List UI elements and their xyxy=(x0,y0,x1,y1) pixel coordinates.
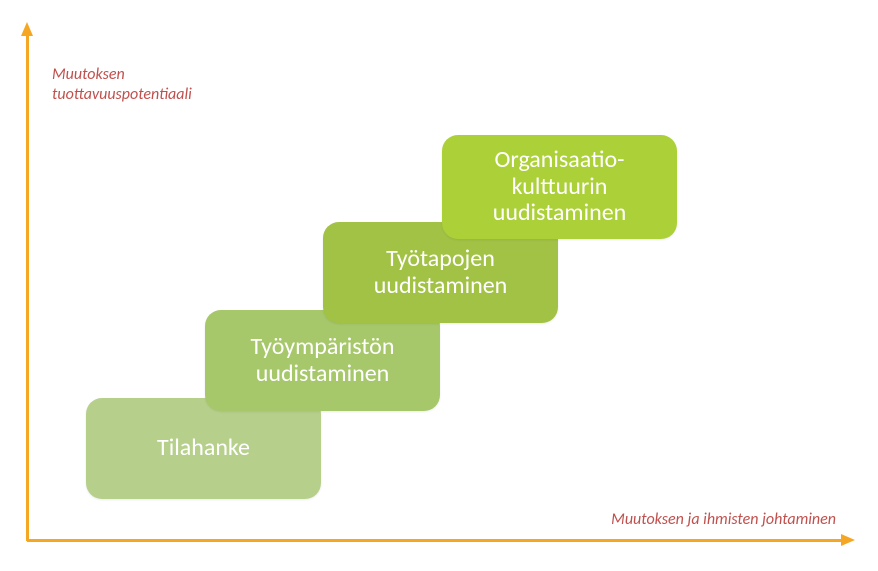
x-axis-label: Muutoksen ja ihmisten johtaminen xyxy=(611,510,836,529)
step-label: Työympäristönuudistaminen xyxy=(251,334,395,388)
step-tilahanke: Tilahanke xyxy=(86,398,321,499)
x-axis-arrow xyxy=(841,534,855,546)
x-axis xyxy=(27,539,843,542)
y-axis xyxy=(26,34,29,541)
step-label: Työtapojenuudistaminen xyxy=(374,246,508,300)
y-axis-arrow xyxy=(21,22,33,36)
y-axis-label-line2: tuottavuuspotentiaali xyxy=(52,85,192,104)
step-organisaatiokulttuuri: Organisaatio-kulttuurinuudistaminen xyxy=(442,135,677,239)
y-axis-label-line1: Muutoksen xyxy=(52,65,125,84)
step-tyoymparisto: Työympäristönuudistaminen xyxy=(205,310,440,411)
step-label: Tilahanke xyxy=(157,435,250,462)
y-axis-label: Muutoksen tuottavuuspotentiaali xyxy=(52,65,192,105)
step-label: Organisaatio-kulttuurinuudistaminen xyxy=(493,147,627,228)
diagram-canvas: Muutoksen tuottavuuspotentiaali Muutokse… xyxy=(0,0,878,571)
